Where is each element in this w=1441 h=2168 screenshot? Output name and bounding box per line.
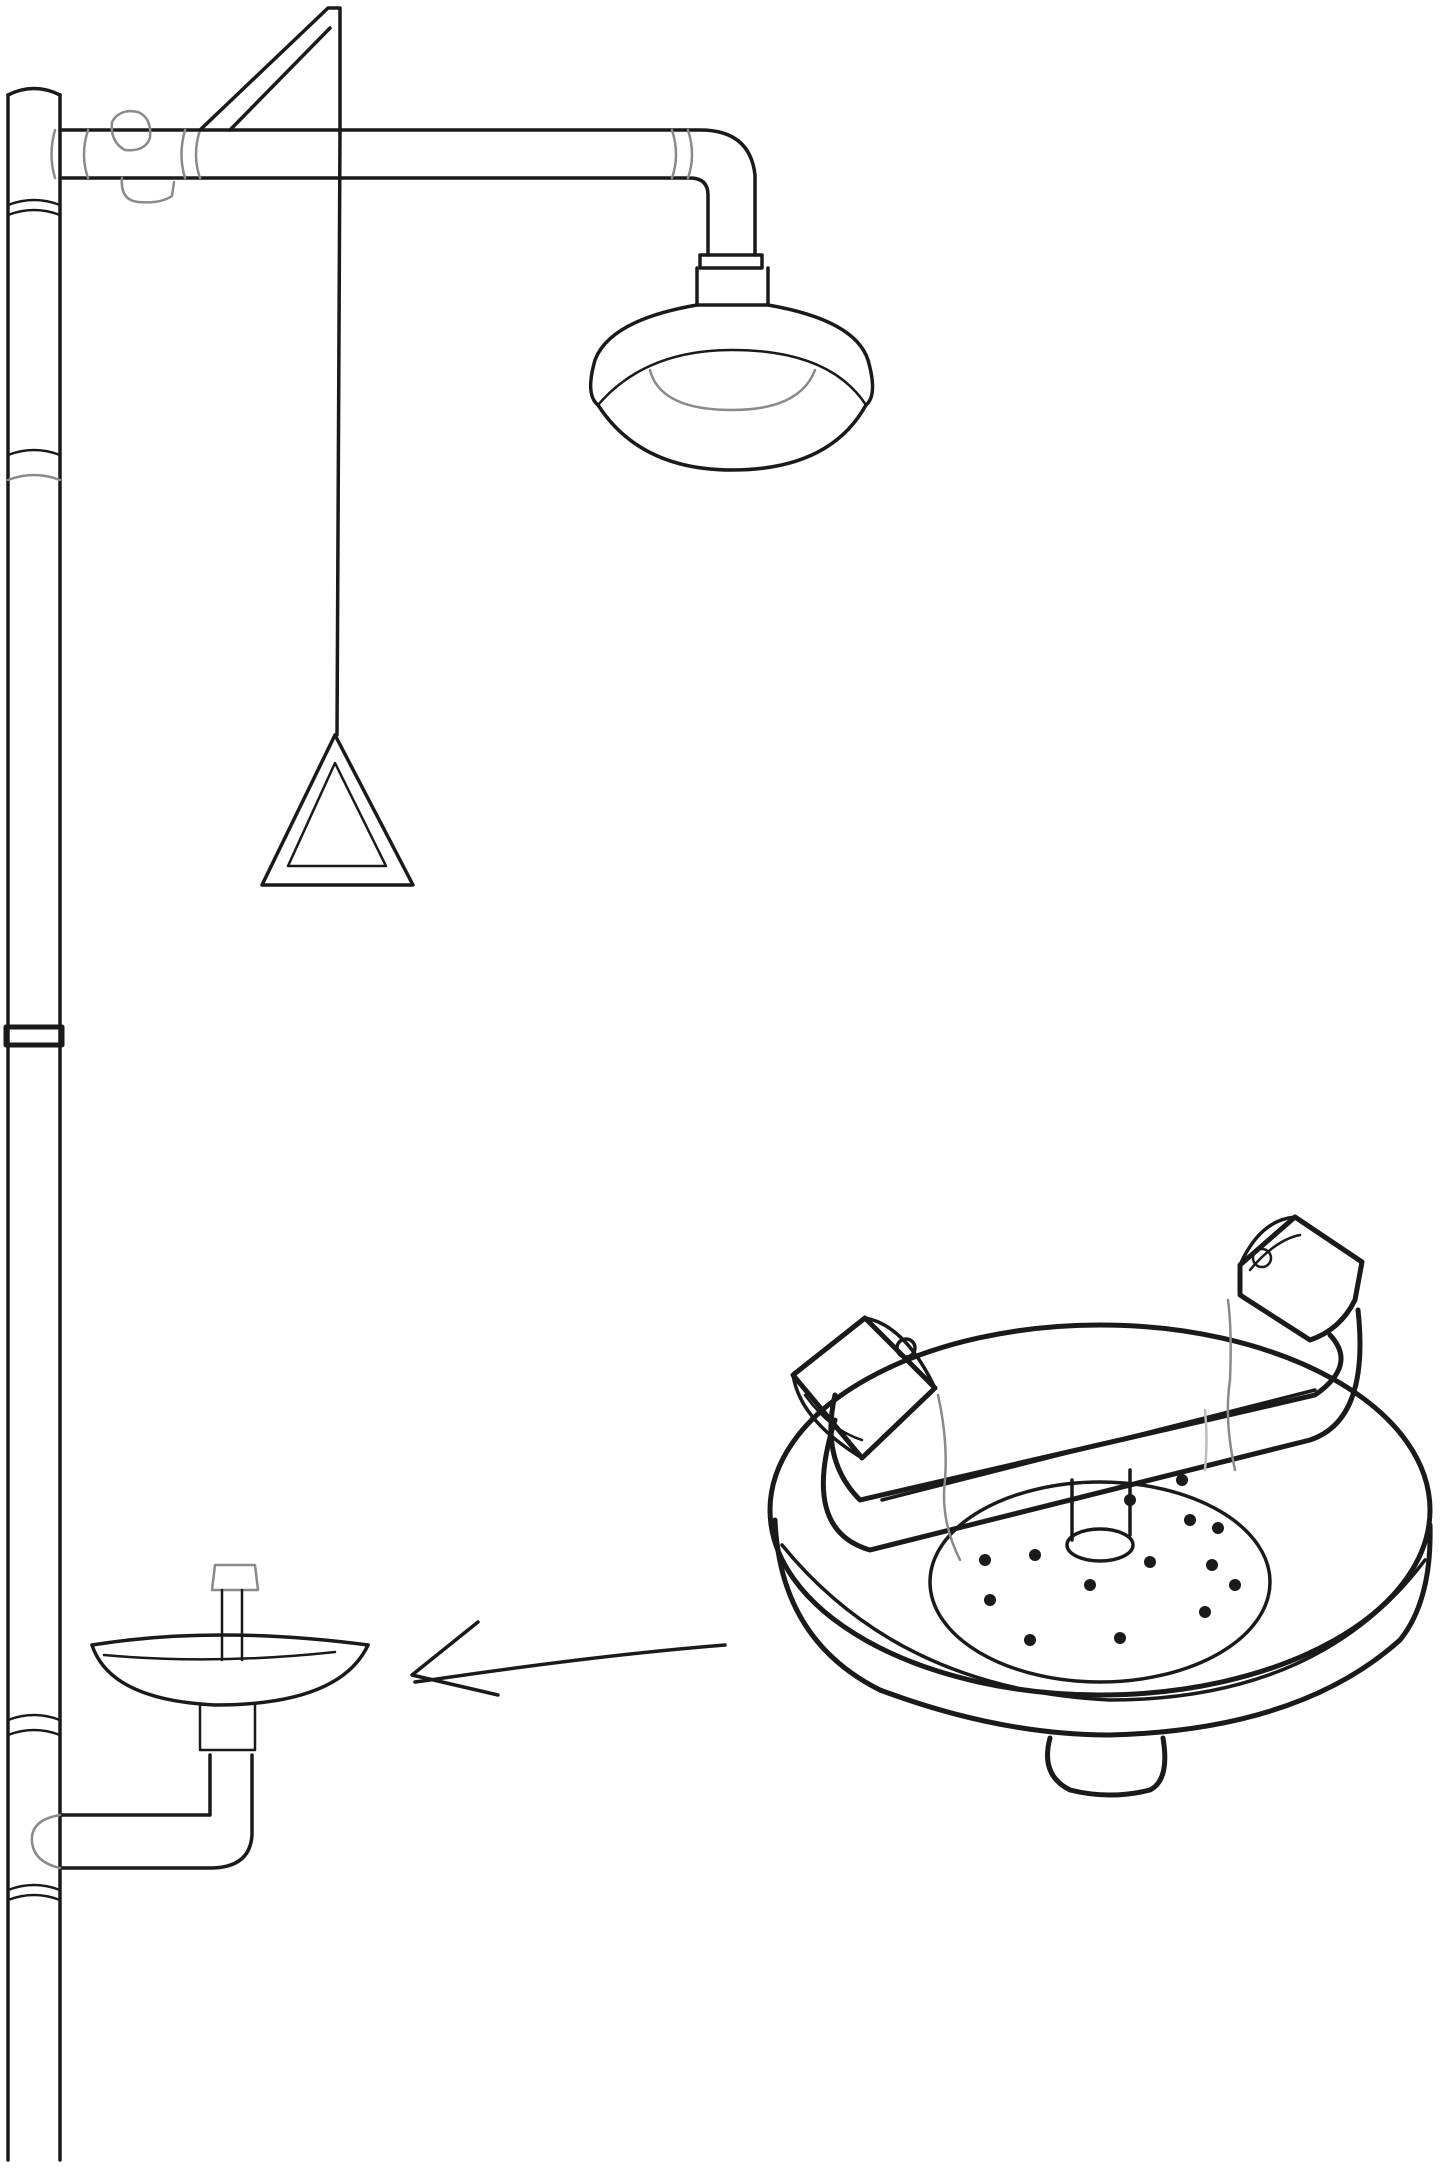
detail-arrow <box>410 1620 727 1697</box>
shower-head <box>588 253 875 472</box>
eyewash-bowl-detail <box>767 1214 1433 1798</box>
overhead-horizontal-arm <box>50 6 757 257</box>
drain-holes <box>979 1474 1241 1646</box>
pull-rod <box>335 128 342 737</box>
eyewash-basin-small <box>90 1563 370 1752</box>
triangular-pull-handle <box>260 733 415 887</box>
eyewash-supply-elbow <box>30 1753 254 1870</box>
